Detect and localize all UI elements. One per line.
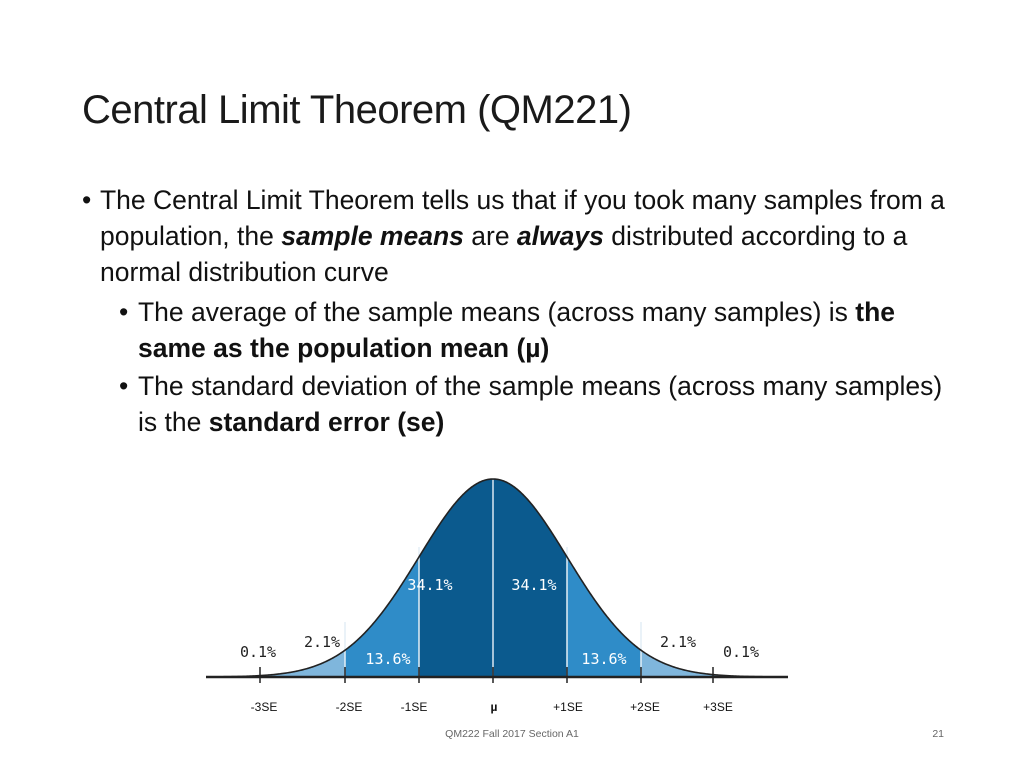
bullet-std-deviation: The standard deviation of the sample mea… [82, 368, 962, 440]
bullet-text: The standard deviation of the sample mea… [138, 371, 943, 437]
axis-label-plus-1se: +1SE [553, 700, 583, 714]
slide-body: The Central Limit Theorem tells us that … [82, 182, 962, 442]
bullet-average-of-means: The average of the sample means (across … [82, 294, 962, 366]
region-plus-2se [641, 650, 788, 677]
axis-ticks [259, 667, 714, 683]
emphasis-sample-means: sample means [281, 221, 464, 251]
bell-curve [206, 478, 788, 678]
pct-label-01-left: 0.1% [240, 643, 276, 661]
axis-label-plus-2se: +2SE [630, 700, 660, 714]
slide-title: Central Limit Theorem (QM221) [82, 88, 632, 132]
emphasis-population-mean: the same as the population mean (µ) [138, 297, 896, 363]
normal-distribution-svg: 34.1% 34.1% 13.6% 13.6% 2.1% 2.1% 0.1% 0… [206, 478, 788, 714]
bullet-text: distributed according to a normal distri… [100, 221, 908, 287]
pct-label-34-right: 34.1% [511, 576, 556, 594]
page-number: 21 [932, 728, 944, 740]
slide-footer: QM222 Fall 2017 Section A1 [445, 728, 579, 740]
pct-label-13-left: 13.6% [365, 650, 410, 668]
emphasis-always: always [516, 221, 604, 251]
bullet-text: The average of the sample means (across … [138, 297, 856, 327]
bullet-clt-statement: The Central Limit Theorem tells us that … [82, 182, 962, 290]
axis-label-plus-3se: +3SE [703, 700, 733, 714]
axis-label-minus-1se: -1SE [401, 700, 428, 714]
pct-label-01-right: 0.1% [723, 643, 759, 661]
normal-distribution-figure: 34.1% 34.1% 13.6% 13.6% 2.1% 2.1% 0.1% 0… [200, 470, 800, 720]
pct-label-2-left: 2.1% [304, 633, 340, 651]
bullet-text: are [463, 221, 517, 251]
axis-label-minus-3se: -3SE [251, 700, 278, 714]
axis-label-mu: µ [491, 700, 498, 714]
tail-region-left [206, 650, 345, 677]
pct-label-13-right: 13.6% [581, 650, 626, 668]
axis-label-minus-2se: -2SE [336, 700, 363, 714]
pct-label-2-right: 2.1% [660, 633, 696, 651]
pct-label-34-left: 34.1% [407, 576, 452, 594]
sd-divider-lines [344, 479, 642, 677]
bullet-text: The Central Limit Theorem tells us that … [100, 185, 945, 251]
emphasis-standard-error: standard error (se) [208, 407, 445, 437]
